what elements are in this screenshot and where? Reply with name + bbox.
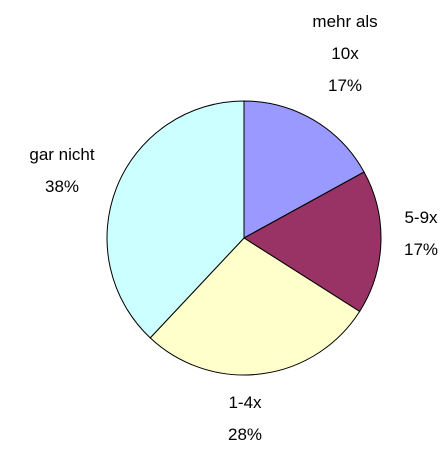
slice-label: gar nicht 38% [12,139,112,203]
pie-slice [149,237,361,376]
value-label: 17% [403,240,439,259]
value-label: 17% [327,76,363,95]
slice-label: 5-9x 17% [396,202,446,266]
value-label: 28% [227,425,263,444]
pie-slice [243,171,382,313]
slice-label: 1-4x 28% [220,387,270,451]
pie-slice [106,100,245,339]
slice-label: mehr als 10x 17% [310,6,380,102]
category-label: gar nicht [29,145,95,164]
category-label: 1-4x [228,393,262,412]
value-label: 38% [44,177,80,196]
category-label: 5-9x [404,208,438,227]
category-label: mehr als 10x [312,12,378,63]
pie-slice [243,100,365,239]
